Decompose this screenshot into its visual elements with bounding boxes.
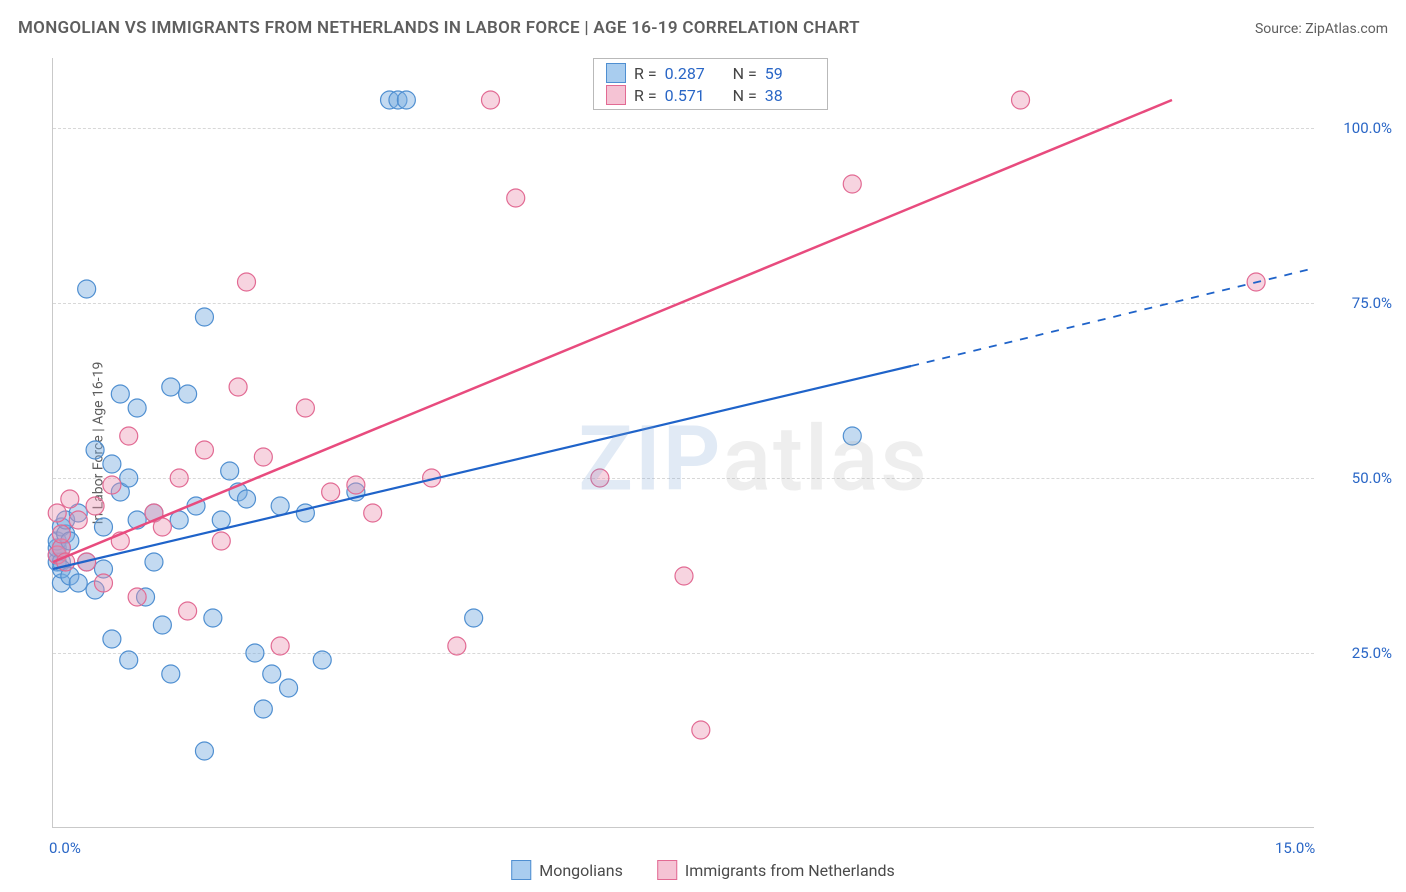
data-point [162,665,180,683]
data-point [145,553,163,571]
data-point [86,497,104,515]
data-point [397,91,415,109]
legend-item: Mongolians [511,860,623,880]
stats-row: R = 0.571 N = 38 [594,84,827,106]
data-point [69,574,87,592]
data-point [179,385,197,403]
correlation-stats-legend: R = 0.287 N = 59 R = 0.571 N = 38 [593,58,828,110]
r-label: R = [634,86,657,105]
r-label: R = [634,64,657,83]
y-tick-label: 100.0% [1322,119,1392,137]
data-point [195,441,213,459]
title-bar: MONGOLIAN VS IMMIGRANTS FROM NETHERLANDS… [18,18,1388,38]
data-point [69,511,87,529]
data-point [229,378,247,396]
data-point [465,609,483,627]
y-tick-label: 25.0% [1322,644,1392,662]
data-point [221,462,239,480]
data-point [347,476,365,494]
scatter-plot-svg [53,58,1314,827]
data-point [591,469,609,487]
legend-label: Immigrants from Netherlands [685,861,895,880]
data-point [204,609,222,627]
data-point [103,455,121,473]
data-point [195,308,213,326]
data-point [170,469,188,487]
data-point [212,511,230,529]
data-point [263,665,281,683]
n-label: N = [733,64,757,83]
n-value: 59 [765,64,815,83]
legend-swatch [657,860,677,880]
data-point [103,630,121,648]
data-point [179,602,197,620]
source-attribution: Source: ZipAtlas.com [1255,21,1388,37]
data-point [364,504,382,522]
data-point [238,273,256,291]
x-tick-label: 0.0% [49,839,81,857]
data-point [86,441,104,459]
data-point [162,378,180,396]
legend-swatch [606,63,626,83]
data-point [94,518,112,536]
r-value: 0.287 [665,64,715,83]
series-legend: Mongolians Immigrants from Netherlands [511,860,895,880]
y-tick-label: 75.0% [1322,294,1392,312]
data-point [271,497,289,515]
stats-row: R = 0.287 N = 59 [594,62,827,84]
data-point [322,483,340,501]
n-label: N = [733,86,757,105]
data-point [120,469,138,487]
legend-label: Mongolians [539,861,623,880]
source-label: Source: [1255,21,1305,37]
data-point [280,679,298,697]
data-point [120,651,138,669]
data-point [78,280,96,298]
data-point [507,189,525,207]
data-point [153,616,171,634]
data-point [48,504,66,522]
data-point [111,385,129,403]
data-point [843,427,861,445]
n-value: 38 [765,86,815,105]
legend-item: Immigrants from Netherlands [657,860,895,880]
r-value: 0.571 [665,86,715,105]
data-point [313,651,331,669]
data-point [61,490,79,508]
chart-plot-area: In Labor Force | Age 16-19 25.0%50.0%75.… [52,58,1314,828]
data-point [120,427,138,445]
data-point [675,567,693,585]
y-tick-label: 50.0% [1322,469,1392,487]
data-point [271,637,289,655]
trend-line [53,100,1172,562]
data-point [246,644,264,662]
data-point [94,574,112,592]
legend-swatch [606,85,626,105]
data-point [238,490,256,508]
source-value: ZipAtlas.com [1305,21,1388,37]
data-point [1012,91,1030,109]
data-point [254,700,272,718]
data-point [448,637,466,655]
data-point [254,448,272,466]
data-point [296,399,314,417]
data-point [843,175,861,193]
data-point [481,91,499,109]
data-point [128,399,146,417]
data-point [195,742,213,760]
data-point [52,525,70,543]
data-point [103,476,121,494]
trend-line-extrapolated [911,268,1315,366]
data-point [128,588,146,606]
x-tick-label: 15.0% [1275,839,1315,857]
chart-title: MONGOLIAN VS IMMIGRANTS FROM NETHERLANDS… [18,18,860,38]
legend-swatch [511,860,531,880]
data-point [692,721,710,739]
data-point [212,532,230,550]
